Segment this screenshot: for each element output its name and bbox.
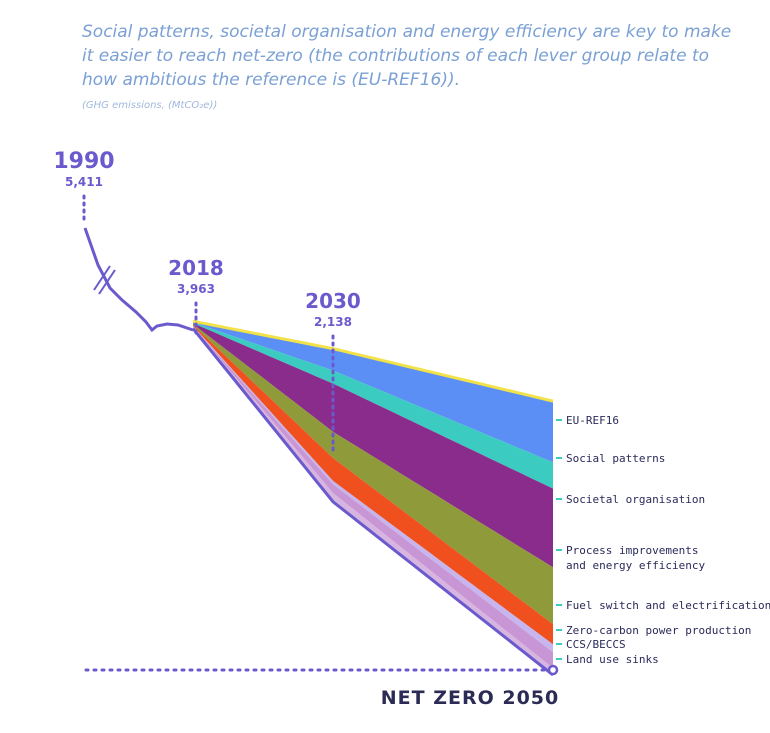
annotation-year: 2030 [305, 289, 361, 313]
legend-label: CCS/BECCS [566, 638, 626, 651]
legend-label: Fuel switch and electrification [566, 599, 770, 612]
area-zero-carbon-power [193, 325, 553, 645]
historical-emissions-line [83, 227, 194, 333]
area-fuel-switch [193, 324, 553, 625]
annotation-year: 2018 [168, 256, 224, 280]
annotation-value: 3,963 [177, 282, 215, 296]
chart-title: Social patterns, societal organisation a… [82, 22, 732, 90]
net-zero-pathway-line [191, 327, 554, 677]
net-zero-endpoint [547, 664, 559, 676]
area-ccs-beccs [193, 325, 553, 653]
legend-label: Zero-carbon power production [566, 624, 751, 637]
area-land-use-sinks-lower [193, 326, 553, 675]
eu-ref16-line [192, 319, 554, 403]
legend-label: Societal organisation [566, 493, 705, 506]
net-zero-label: NET ZERO 2050 [381, 687, 560, 709]
area-process-improvements [193, 323, 553, 568]
axis-break-mark [93, 265, 111, 291]
legend-label: Land use sinks [566, 653, 659, 666]
legend-label: and energy efficiency [566, 559, 705, 572]
area-social-patterns [193, 321, 553, 463]
legend-label: Process improvements [566, 544, 698, 557]
annotation-value: 2,138 [314, 315, 352, 329]
chart-subtitle: (GHG emissions, (MtCO₂e)) [82, 100, 218, 111]
annotation-value: 5,411 [65, 175, 103, 189]
legend-label: EU-REF16 [566, 414, 619, 427]
annotation-year: 1990 [53, 149, 114, 174]
legend-label: Social patterns [566, 452, 665, 465]
axis-break-mark [98, 269, 116, 295]
area-land-use-sinks [193, 326, 553, 668]
